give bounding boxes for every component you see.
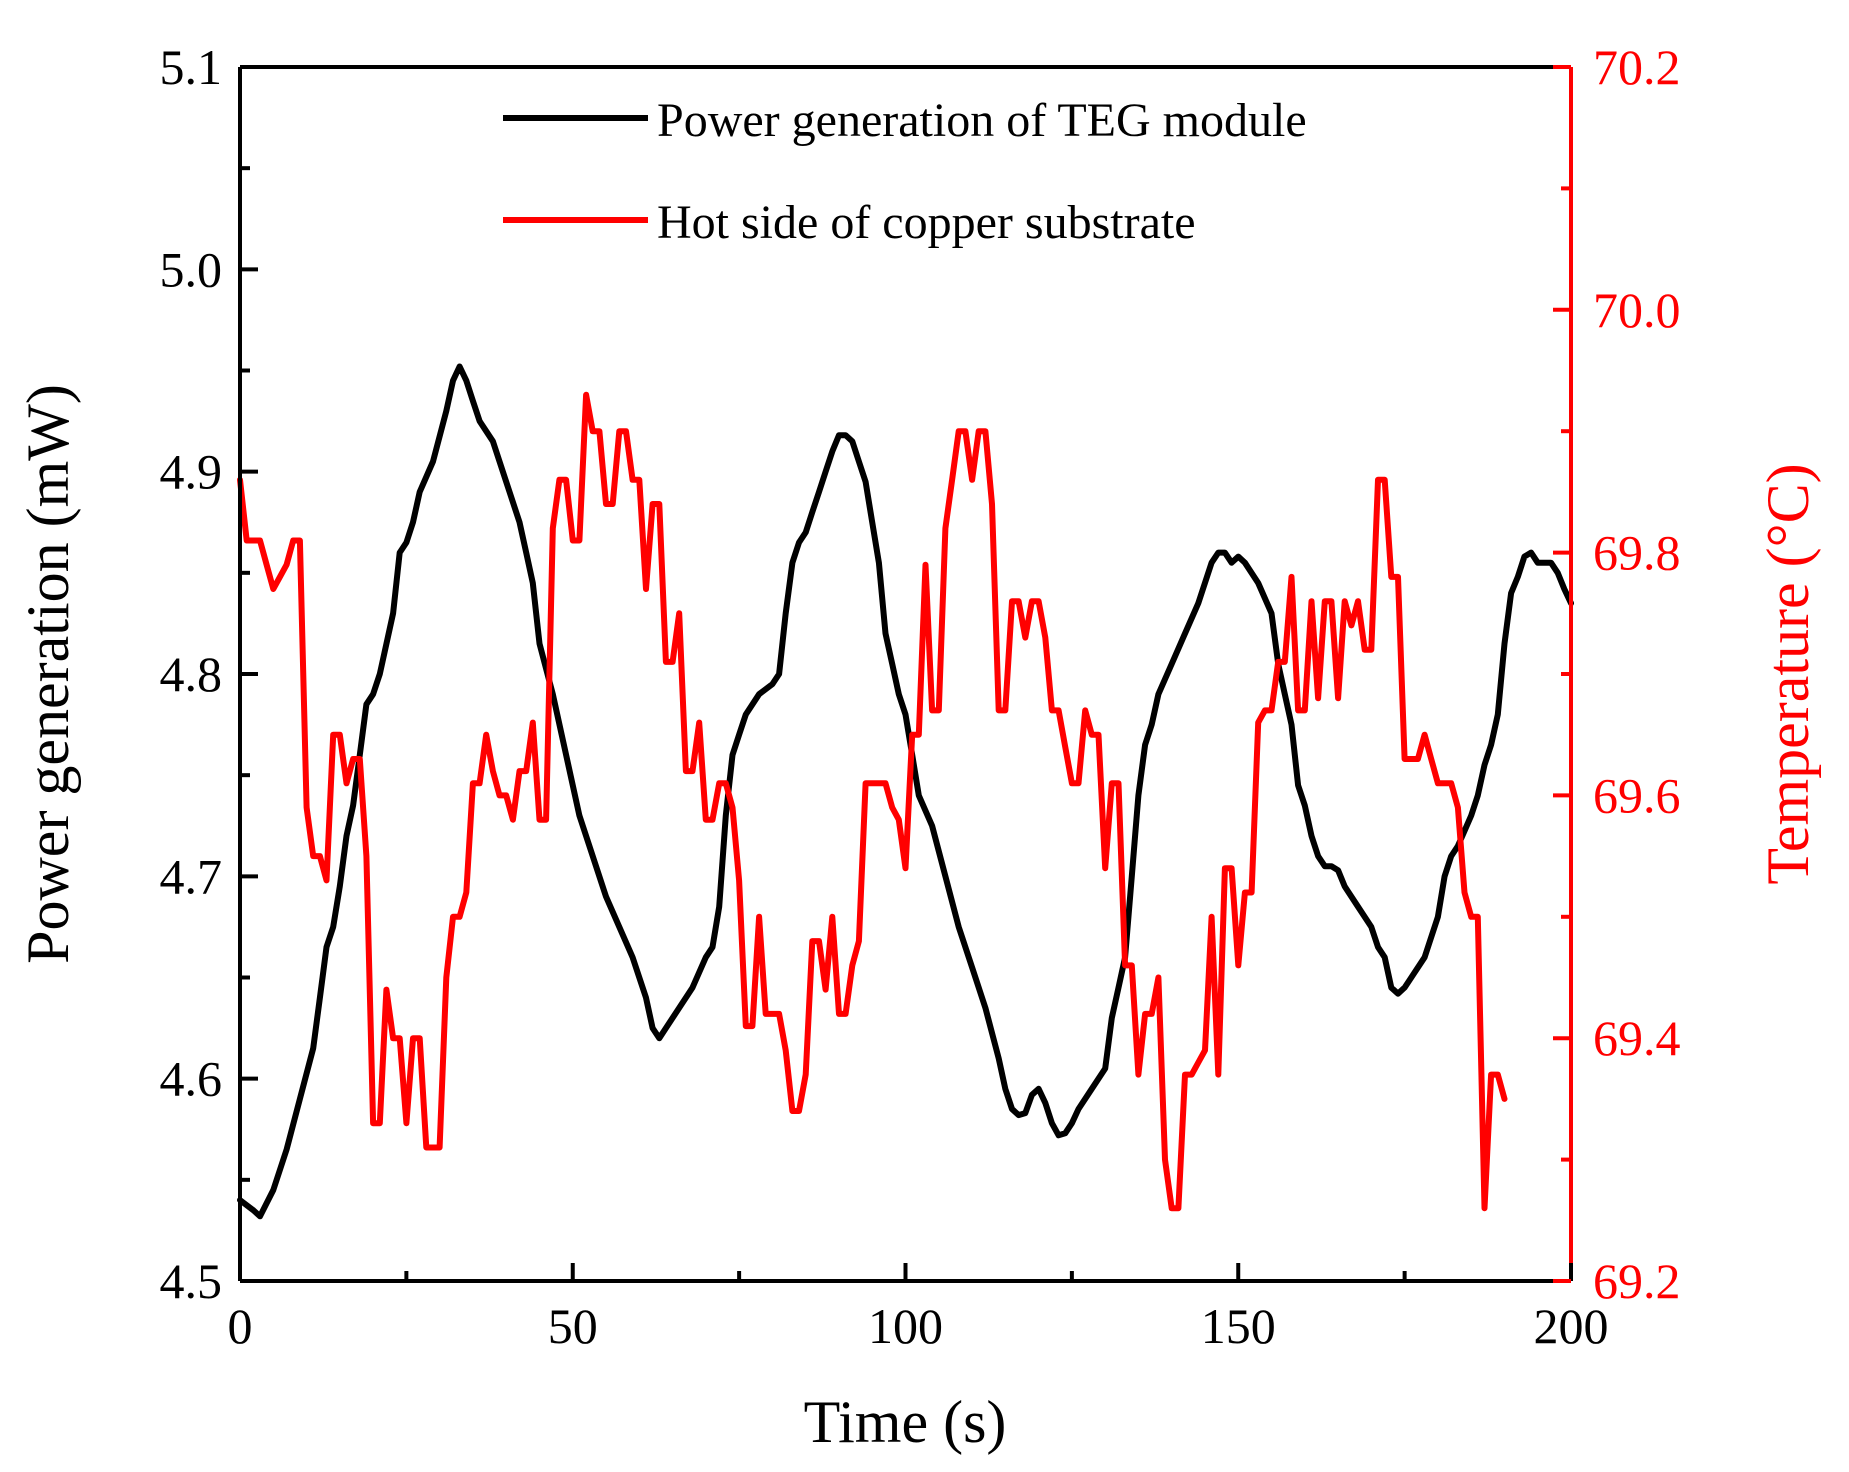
x-tick-label: 0 [228,1298,253,1354]
right-axis-ticks: 69.2 69.4 69.6 69.8 70.0 70.2 [1553,39,1681,1309]
left-tick-label: 5.0 [160,241,223,297]
left-tick-label: 4.8 [160,646,223,702]
left-tick-label: 5.1 [160,39,223,95]
temperature-series-line [237,391,1508,1212]
x-tick-label: 200 [1534,1298,1609,1354]
legend-temperature-label: Hot side of copper substrate [657,196,1196,249]
right-tick-label: 70.0 [1593,282,1681,338]
left-tick-label: 4.7 [160,848,223,904]
x-tick-label: 50 [548,1298,598,1354]
plot-area [237,363,1574,1220]
left-tick-label: 4.9 [160,444,223,500]
left-axis-title: Power generation (mW) [15,384,81,964]
right-tick-label: 69.6 [1593,767,1681,823]
x-axis-ticks: 0 50 100 150 200 [228,1263,1609,1354]
left-tick-label: 4.5 [160,1253,223,1309]
left-axis-ticks: 4.5 4.6 4.7 4.8 4.9 5.0 5.1 [160,39,258,1309]
x-tick-label: 150 [1201,1298,1276,1354]
right-tick-label: 69.2 [1593,1253,1681,1309]
left-tick-label: 4.6 [160,1051,223,1107]
power-series-line [237,363,1574,1220]
right-tick-label: 69.4 [1593,1010,1681,1066]
right-tick-label: 69.8 [1593,525,1681,581]
right-tick-label: 70.2 [1593,39,1681,95]
x-axis-title: Time (s) [804,1389,1007,1455]
x-tick-label: 100 [868,1298,943,1354]
right-axis-title: Temperature (°C) [1755,463,1821,884]
legend-power-label: Power generation of TEG module [657,94,1307,147]
legend: Power generation of TEG module Hot side … [503,94,1307,249]
